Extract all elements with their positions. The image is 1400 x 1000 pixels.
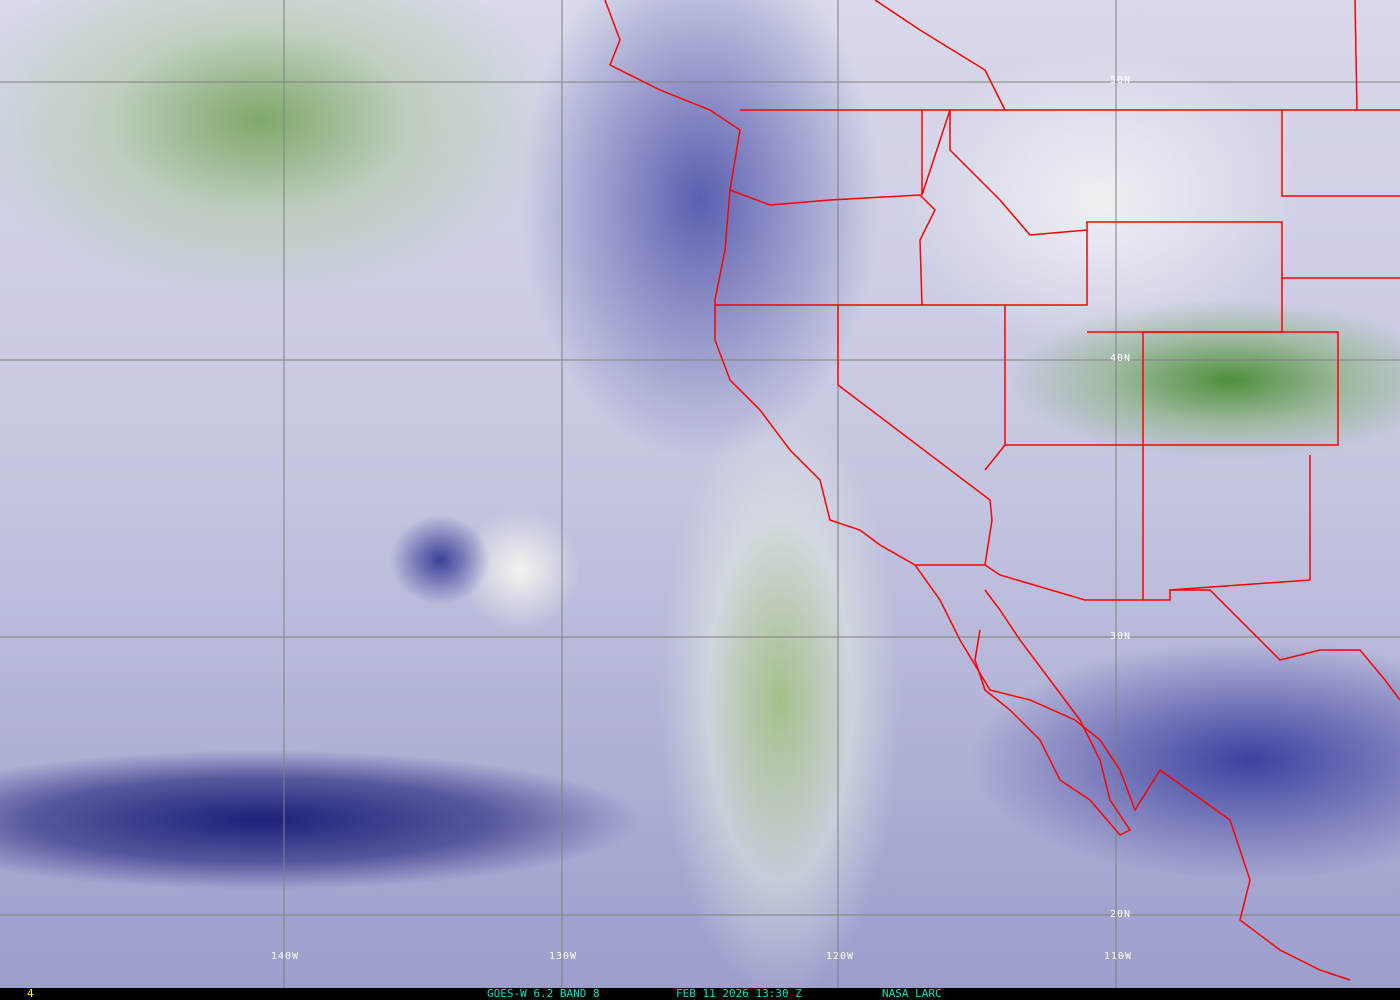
frame-number: 4 — [27, 987, 34, 1000]
lon-label-140w: 140W — [271, 951, 300, 962]
political-boundaries — [604, 0, 1400, 981]
lat-label-40n: 40N — [1110, 353, 1132, 364]
lat-label-50n: 50N — [1110, 75, 1132, 86]
border-mt-wy — [1281, 110, 1400, 197]
border-bc-ab — [874, 0, 1006, 111]
lon-label-110w: 110W — [1104, 951, 1133, 962]
border-nv — [984, 305, 1006, 471]
lat-label-30n: 30N — [1110, 631, 1132, 642]
status-bar: 4 GOES-W 6.2 BAND 8 FEB 11 2026 13:30 Z … — [0, 988, 1400, 1000]
coastline-baja — [974, 589, 1132, 836]
lon-label-130w: 130W — [549, 951, 578, 962]
border-id — [921, 109, 1088, 236]
border-ut — [1005, 221, 1283, 333]
lat-label-20n: 20N — [1110, 909, 1132, 920]
image-datetime: FEB 11 2026 13:30 Z — [676, 987, 802, 1000]
border-az-nm — [1005, 331, 1339, 600]
border-ca-nv — [837, 305, 993, 566]
border-us-mexico — [915, 564, 1311, 601]
border-canada-provinces — [1354, 0, 1358, 111]
coastline-mexico — [1170, 589, 1400, 701]
image-source: NASA LARC — [882, 987, 942, 1000]
border-wa-or — [729, 189, 936, 306]
satellite-band: GOES-W 6.2 BAND 8 — [487, 987, 600, 1000]
coastline-west — [604, 0, 1351, 981]
lon-label-120w: 120W — [826, 951, 855, 962]
